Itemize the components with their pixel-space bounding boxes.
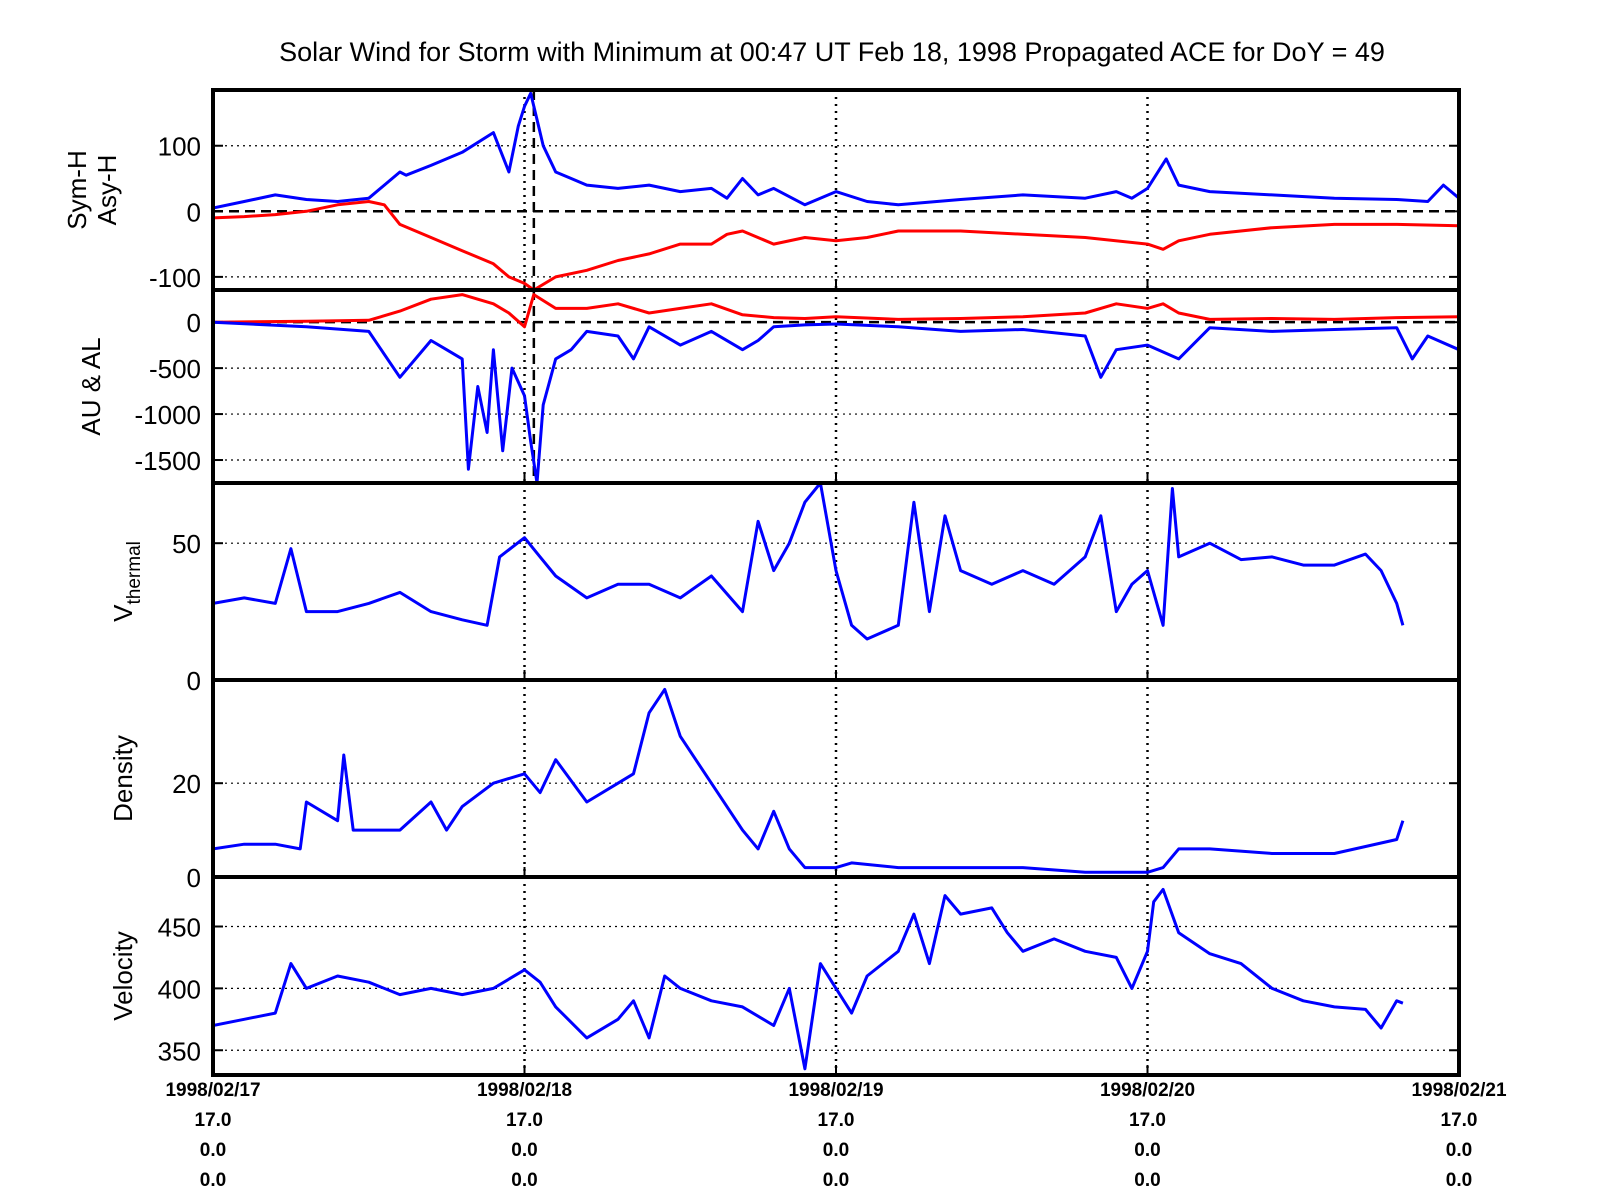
- x-tick-date-label: 1998/02/19: [788, 1080, 883, 1101]
- y-tick-label: 350: [158, 1036, 201, 1066]
- panel-5: 450 400 350 Velocity: [108, 875, 1461, 1077]
- panel-2: 0 -500 -1000 -1500 AU & AL: [76, 288, 1461, 485]
- x-tick-sublabel: 0.0: [823, 1140, 849, 1161]
- y-tick-label: 20: [172, 769, 201, 799]
- x-tick-sublabel: 0.0: [1446, 1140, 1472, 1161]
- x-tick-date-label: 1998/02/21: [1411, 1080, 1507, 1101]
- series-line-al: [213, 320, 1459, 483]
- y-tick-label: -500: [149, 354, 201, 384]
- x-tick-sublabel: 0.0: [1134, 1140, 1160, 1161]
- x-tick-date-label: 1998/02/17: [165, 1080, 260, 1101]
- series-line-sym-h: [213, 200, 1459, 290]
- y-tick-label: 0: [187, 197, 201, 227]
- x-tick-date-label: 1998/02/20: [1100, 1080, 1195, 1101]
- panel-4: 20 0 Density: [108, 678, 1461, 893]
- x-axis-labels: 1998/02/17 17.0 0.0 0.0 1998/02/18 17.0 0.0 0.0…: [165, 1080, 1507, 1191]
- y-tick-label: 0: [187, 308, 201, 338]
- y-tick-label: 400: [158, 974, 201, 1004]
- panels-group: 100 0 -100 Sym-H Asy-H 0 -500 -1000 -1500 AU & AL…: [62, 88, 1461, 1077]
- x-tick-date-label: 1998/02/18: [477, 1080, 572, 1101]
- y-axis-label: Vthermal: [108, 541, 145, 622]
- y-axis-label: AU & AL: [76, 337, 106, 435]
- y-tick-label: 450: [158, 913, 201, 943]
- x-tick-sublabel: 0.0: [823, 1170, 849, 1191]
- y-tick-label: -1000: [135, 400, 202, 430]
- series-line-asy-h: [213, 91, 1459, 210]
- x-tick-sublabel: 0.0: [200, 1170, 226, 1191]
- y-tick-label: 100: [158, 132, 201, 162]
- y-axis-label: Sym-H: [62, 150, 92, 229]
- x-tick-sublabel: 17.0: [818, 1110, 855, 1131]
- panel-1: 100 0 -100 Sym-H Asy-H: [62, 88, 1461, 293]
- x-tick-sublabel: 0.0: [200, 1140, 226, 1161]
- x-tick-sublabel: 17.0: [1441, 1110, 1478, 1131]
- y-axis-label: Asy-H: [92, 155, 122, 226]
- y-axis-label: Velocity: [108, 931, 138, 1021]
- series-line-v-thermal: [213, 483, 1405, 641]
- y-tick-label: -1500: [135, 446, 202, 476]
- x-tick-sublabel: 0.0: [1134, 1170, 1160, 1191]
- y-tick-label: -100: [149, 263, 201, 293]
- series-line-velocity: [213, 887, 1404, 1071]
- x-tick-sublabel: 17.0: [195, 1110, 232, 1131]
- x-tick-sublabel: 0.0: [1446, 1170, 1472, 1191]
- panel-3: 50 0 Vthermal: [108, 481, 1461, 696]
- series-line-density: [213, 687, 1405, 874]
- y-tick-label: 50: [172, 529, 201, 559]
- figure-title: Solar Wind for Storm with Minimum at 00:…: [279, 37, 1385, 67]
- x-tick-sublabel: 17.0: [506, 1110, 543, 1131]
- x-tick-sublabel: 0.0: [511, 1140, 537, 1161]
- y-tick-label: 0: [187, 666, 201, 696]
- y-axis-label: Density: [108, 735, 138, 822]
- panel-frame: [211, 875, 1461, 1077]
- series-line-au: [213, 293, 1459, 329]
- x-tick-sublabel: 17.0: [1129, 1110, 1166, 1131]
- x-tick-sublabel: 0.0: [511, 1170, 537, 1191]
- y-tick-label: 0: [187, 863, 201, 893]
